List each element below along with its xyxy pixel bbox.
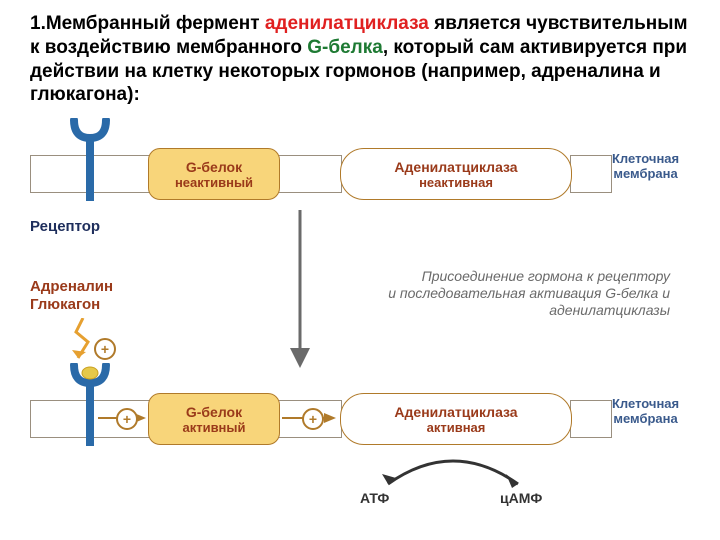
hormone-dot-icon [80,365,100,381]
caption-l3: аденилатциклазы [340,302,670,319]
membrane-label-top: Клеточная мембрана [612,151,679,181]
camp-label: цАМФ [500,490,542,506]
activation-plus-2: + [302,408,324,430]
membrane-bar-top-3 [570,155,612,193]
heading-text: 1.Мембранный фермент аденилатциклаза явл… [30,12,690,107]
ac-active-title: Аденилатциклаза [341,404,571,420]
receptor-stem-top [86,137,94,201]
caption-l2: и последовательная активация G-белка и [340,285,670,302]
g-protein-inactive-box: G-белок неактивный [148,148,280,200]
main-arrow-icon [280,210,320,370]
caption-text: Присоединение гормона к рецептору и посл… [340,268,670,318]
g-protein-inactive-title: G-белок [149,159,279,175]
membrane-bar-top-2 [278,155,342,193]
hormone-label-1: Адреналин [30,278,113,295]
membrane-bar-bot-3 [570,400,612,438]
g-protein-active-title: G-белок [149,404,279,420]
ac-active-box: Аденилатциклаза активная [340,393,572,445]
caption-l1: Присоединение гормона к рецептору [340,268,670,285]
g-protein-active-box: G-белок активный [148,393,280,445]
ac-inactive-box: Аденилатциклаза неактивная [340,148,572,200]
hormone-zigzag-icon [68,318,98,368]
atf-camp-arc-icon [378,444,528,494]
receptor-label: Рецептор [30,218,100,235]
membrane-label-bot: Клеточная мембрана [612,396,679,426]
receptor-fork-top [70,118,110,146]
hormone-label-2: Глюкагон [30,296,100,313]
plus-sign: + [101,341,109,357]
hormone-plus-icon: + [94,338,116,360]
ac-inactive-title: Аденилатциклаза [341,159,571,175]
g-protein-inactive-sub: неактивный [149,175,279,190]
g-protein-active-sub: активный [149,420,279,435]
atf-label: АТФ [360,490,389,506]
plus-sign-2: + [309,411,317,427]
ac-inactive-sub: неактивная [341,175,571,190]
plus-sign-1: + [123,411,131,427]
receptor-stem-bot [86,382,94,446]
ac-active-sub: активная [341,420,571,435]
activation-plus-1: + [116,408,138,430]
